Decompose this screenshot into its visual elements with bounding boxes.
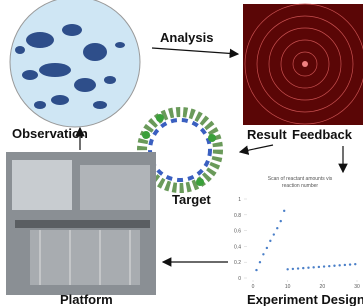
y-tick-label: 0.8 (234, 213, 241, 219)
point (328, 265, 330, 267)
point (276, 227, 278, 229)
point (338, 264, 340, 266)
point (269, 240, 271, 242)
x-tick-label: 0 (252, 284, 255, 290)
point (283, 210, 285, 212)
figure: Analysis Observation Result Feedback Tar… (0, 0, 363, 306)
dish-image (10, 0, 140, 127)
arrow (240, 145, 273, 152)
arrow (152, 48, 238, 54)
point (262, 253, 264, 255)
point (323, 265, 325, 267)
point (302, 267, 304, 269)
point (273, 233, 275, 235)
plot-title: reaction number (282, 183, 318, 189)
point (297, 267, 299, 269)
platform-image (6, 152, 156, 295)
y-tick-label: 0.2 (234, 260, 241, 266)
point (266, 247, 268, 249)
point (318, 266, 320, 268)
label: Result (247, 127, 287, 142)
point (280, 220, 282, 222)
point (349, 263, 351, 265)
point (259, 261, 261, 263)
point (255, 269, 257, 271)
label: Platform (60, 292, 113, 306)
label: Target (172, 192, 211, 207)
point (307, 267, 309, 269)
page: Analysis Observation Result Feedback Tar… (0, 0, 363, 306)
y-tick-label: 0.6 (234, 229, 241, 235)
x-tick-label: 20 (320, 284, 326, 290)
point (344, 264, 346, 266)
label: Feedback (292, 127, 353, 142)
y-tick-label: 0.4 (234, 244, 241, 250)
y-tick-label: 0 (238, 276, 241, 282)
x-tick-label: 30 (354, 284, 360, 290)
point (286, 268, 288, 270)
x-tick-label: 10 (285, 284, 291, 290)
result-image (243, 4, 363, 125)
point (312, 266, 314, 268)
label: Observation (12, 126, 88, 141)
label: Experiment Design (247, 292, 363, 306)
point (292, 268, 294, 270)
point (333, 265, 335, 267)
point (354, 263, 356, 265)
label: Analysis (160, 30, 213, 45)
y-tick-label: 1 (238, 197, 241, 203)
plot-title: Scan of reactant amounts vis (268, 176, 333, 182)
